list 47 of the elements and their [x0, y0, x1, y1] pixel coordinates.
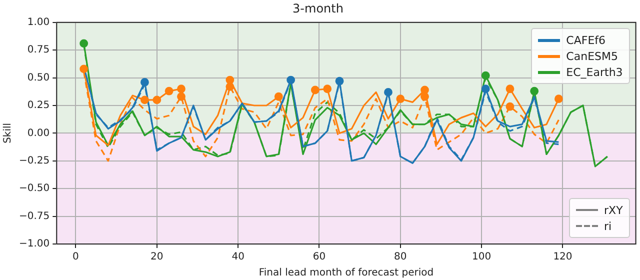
y-axis-title: Skill	[2, 122, 14, 144]
point	[481, 84, 490, 94]
y-tick-label: 0.00	[27, 128, 50, 139]
point	[80, 64, 88, 74]
y-tick-label: −0.75	[18, 210, 50, 222]
y-tick-label: 0.25	[27, 100, 50, 112]
x-tick-label: 20	[150, 252, 164, 263]
legend-label: rXY	[604, 204, 623, 216]
y-tick-label: −1.00	[18, 238, 50, 250]
point	[140, 78, 149, 86]
point	[530, 86, 539, 96]
x-tick-label: 120	[553, 252, 572, 263]
x-tick-label: 0	[72, 252, 79, 263]
point	[310, 86, 320, 94]
point	[164, 86, 174, 96]
x-tick-label: 40	[232, 252, 244, 263]
point	[177, 92, 186, 101]
y-tick-label: −0.25	[18, 155, 50, 166]
point	[554, 94, 563, 104]
legend-label: ri	[604, 220, 612, 232]
y-tick-label: 0.50	[27, 72, 50, 84]
point	[177, 84, 186, 94]
point	[274, 92, 283, 101]
y-tick-label: 0.75	[27, 44, 50, 56]
legend-label: CAFEf6	[566, 34, 606, 47]
y-tick-label: 1.00	[27, 16, 50, 28]
legend-label: CanESM5	[566, 50, 618, 63]
point	[506, 84, 514, 94]
point	[80, 39, 88, 48]
y-tick-label: −0.50	[18, 183, 50, 194]
point	[140, 96, 149, 104]
point	[506, 102, 514, 111]
x-tick-label: 100	[472, 252, 492, 263]
point	[286, 76, 296, 84]
point	[481, 71, 490, 80]
chart-title: 3-month	[292, 1, 344, 16]
legend-label: EC_Earth3	[566, 66, 623, 79]
point	[384, 88, 392, 96]
point	[323, 84, 332, 94]
point	[420, 92, 429, 101]
x-tick-label: 60	[312, 252, 326, 263]
point	[152, 96, 162, 104]
x-axis-title: Final lead month of forecast period	[258, 268, 434, 279]
point	[335, 76, 344, 86]
point	[396, 94, 405, 104]
x-tick-label: 80	[394, 252, 407, 263]
point	[226, 82, 234, 91]
